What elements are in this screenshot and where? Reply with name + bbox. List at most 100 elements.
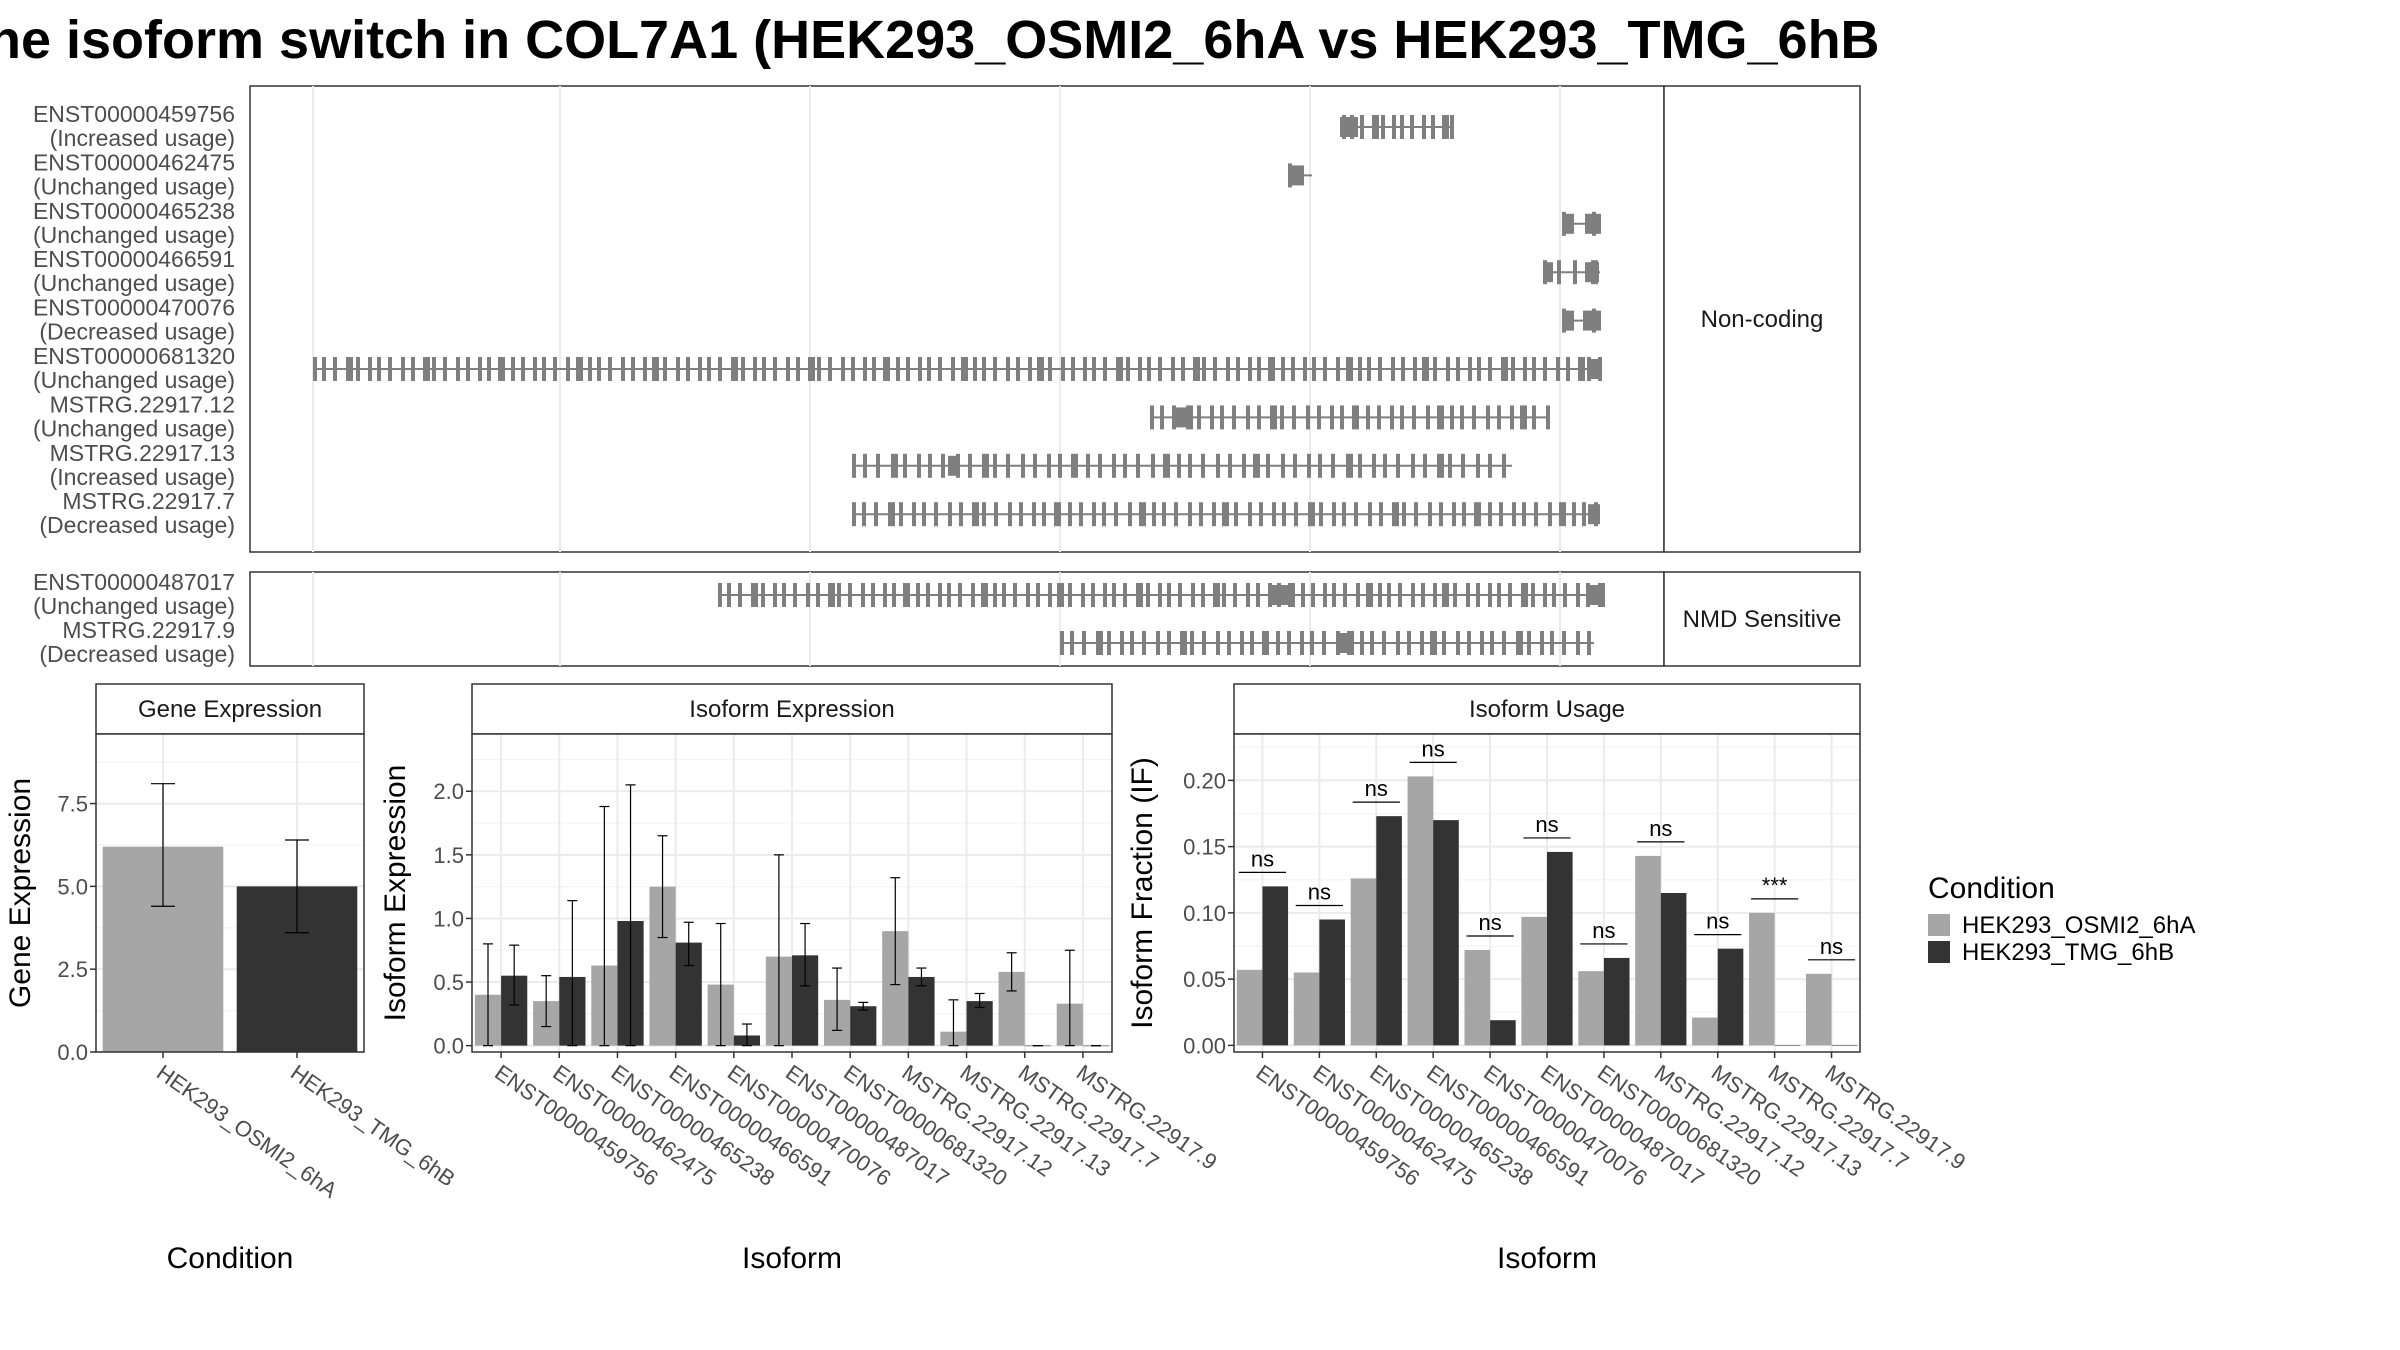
- transcript-ENST00000487017-exon: [1201, 583, 1205, 607]
- transcript-ENST00000681320-exon: [1281, 357, 1285, 381]
- y-tick-label: 0.00: [1183, 1033, 1226, 1058]
- transcript-ENST00000487017-exon: [1068, 583, 1072, 607]
- transcript-MSTRG.22917.7-exon: [888, 502, 895, 527]
- transcript-MSTRG.22917.7-exon: [1212, 502, 1216, 527]
- transcript-MSTRG.22917.9-exon: [1527, 631, 1531, 655]
- transcript-ENST00000681320-exon: [377, 357, 381, 381]
- transcript-ENST00000681320-exon: [643, 357, 647, 381]
- transcript-MSTRG.22917.12-exon: [1400, 405, 1404, 430]
- transcript-ENST00000487017-exon: [1543, 583, 1547, 607]
- transcript-ENST00000487017-exon: [1270, 585, 1292, 605]
- transcript-MSTRG.22917.13-exon: [1188, 453, 1192, 478]
- transcript-ENST00000681320-exon: [1016, 357, 1020, 381]
- bar-HEK293_TMG_6hB-ENST00000466591: [1433, 820, 1459, 1046]
- significance-label: ns: [1535, 812, 1558, 837]
- transcript-ENST00000681320-exon: [1193, 357, 1200, 381]
- transcript-MSTRG.22917.7-exon: [1042, 502, 1046, 527]
- transcript-ENST00000681320-exon: [676, 357, 680, 381]
- bar-HEK293_TMG_6hB-MSTRG.22917.7: [1774, 1045, 1801, 1046]
- transcript-MSTRG.22917.7-exon: [1188, 502, 1192, 527]
- transcript-ENST00000487017-exon: [751, 583, 758, 607]
- transcript-MSTRG.22917.12-exon: [1330, 405, 1334, 430]
- transcript-ENST00000466591-exon: [1543, 262, 1553, 283]
- transcript-ENST00000466591-exon: [1557, 260, 1561, 285]
- transcript-MSTRG.22917.12-exon: [1160, 405, 1164, 430]
- transcript-MSTRG.22917.12-exon: [1175, 407, 1187, 428]
- transcript-MSTRG.22917.13-exon: [1163, 453, 1170, 478]
- transcript-ENST00000487017-exon: [1421, 583, 1425, 607]
- transcript-MSTRG.22917.9-exon: [1287, 631, 1291, 655]
- transcript-ENST00000681320-exon: [841, 357, 845, 381]
- transcript-ENST00000487017-exon: [1433, 583, 1437, 607]
- transcript-MSTRG.22917.13-exon: [1086, 453, 1090, 478]
- significance-label: ns: [1422, 736, 1445, 761]
- transcript-ENST00000459756-exon: [1410, 115, 1414, 139]
- transcript-MSTRG.22917.7-exon: [1499, 502, 1503, 527]
- transcript-ENST00000487017-exon: [993, 583, 997, 607]
- transcript-MSTRG.22917.13-exon: [1253, 453, 1260, 478]
- transcript-ENST00000487017-exon: [1002, 583, 1006, 607]
- transcript-MSTRG.22917.13-exon: [1177, 453, 1181, 478]
- transcript-MSTRG.22917.13-exon: [1098, 453, 1102, 478]
- transcript-MSTRG.22917.13-exon: [968, 453, 972, 478]
- transcript-ENST00000487017-exon: [828, 583, 835, 607]
- isoform-id-label: MSTRG.22917.9: [62, 617, 235, 643]
- transcript-MSTRG.22917.7-exon: [1222, 502, 1229, 527]
- transcript-ENST00000487017-exon: [981, 583, 988, 607]
- transcript-ENST00000487017-exon: [971, 583, 975, 607]
- y-tick-label: 2.5: [57, 957, 88, 982]
- transcript-ENST00000487017-exon: [1112, 583, 1116, 607]
- chart-strip: [471, 683, 1113, 735]
- transcript-MSTRG.22917.7-exon: [1248, 502, 1252, 527]
- transcript-MSTRG.22917.13-exon: [1488, 453, 1492, 478]
- transcript-MSTRG.22917.13-exon: [1346, 453, 1353, 478]
- transcript-MSTRG.22917.13-exon: [1461, 453, 1465, 478]
- transcript-ENST00000681320-exon: [1346, 357, 1353, 381]
- transcript-MSTRG.22917.12-exon: [1426, 405, 1430, 430]
- bar-HEK293_OSMI2_6hA-ENST00000681320: [1578, 971, 1604, 1046]
- isoform-id-label: ENST00000487017: [33, 569, 235, 595]
- transcript-ENST00000487017-exon: [1191, 583, 1195, 607]
- transcript-ENST00000487017-exon: [883, 583, 887, 607]
- isoform-status-label: (Unchanged usage): [33, 593, 235, 619]
- transcript-MSTRG.22917.13-exon: [941, 453, 945, 478]
- transcript-MSTRG.22917.13-exon: [1411, 453, 1415, 478]
- transcript-ENST00000487017-exon: [1048, 583, 1052, 607]
- transcript-MSTRG.22917.7-exon: [994, 502, 998, 527]
- transcript-ENST00000681320-exon: [1468, 357, 1472, 381]
- transcript-ENST00000487017-exon: [1178, 583, 1182, 607]
- transcript-ENST00000681320-exon: [1248, 357, 1252, 381]
- isoform-id-label: ENST00000465238: [33, 198, 235, 224]
- transcript-ENST00000487017-exon: [1366, 583, 1373, 607]
- transcript-ENST00000681320-exon: [1147, 357, 1151, 381]
- transcript-ENST00000487017-exon: [1488, 583, 1492, 607]
- transcript-ENST00000487017-exon: [816, 583, 820, 607]
- chart-title: Gene Expression: [138, 696, 322, 723]
- transcript-MSTRG.22917.9-exon: [1540, 631, 1544, 655]
- significance-label: ns: [1592, 918, 1615, 943]
- bar-HEK293_OSMI2_6hA-ENST00000465238: [1350, 878, 1377, 1046]
- y-tick-label: 1.0: [433, 906, 464, 931]
- bar-HEK293_TMG_6hB-MSTRG.22917.9: [1831, 1045, 1858, 1046]
- transcript-MSTRG.22917.12-exon: [1232, 405, 1236, 430]
- transcript-MSTRG.22917.13-exon: [1112, 453, 1116, 478]
- bar-HEK293_OSMI2_6hA-ENST00000470076: [1464, 949, 1491, 1046]
- transcript-ENST00000487017-exon: [1256, 583, 1260, 607]
- significance-label: ns: [1478, 910, 1501, 935]
- transcript-ENST00000681320-exon: [608, 357, 612, 381]
- transcript-MSTRG.22917.9-exon: [1120, 631, 1124, 655]
- transcript-ENST00000681320-exon: [553, 357, 557, 381]
- transcript-MSTRG.22917.9-exon: [1382, 631, 1386, 655]
- y-tick-label: 0.05: [1183, 967, 1226, 992]
- transcript-ENST00000487017-exon: [1013, 583, 1017, 607]
- bar-HEK293_TMG_6hB-ENST00000487017: [1547, 851, 1573, 1046]
- transcript-ENST00000681320-exon: [1006, 357, 1010, 381]
- transcript-MSTRG.22917.7-exon: [1588, 504, 1600, 525]
- bar-HEK293_OSMI2_6hA-MSTRG.22917.12: [1635, 855, 1661, 1046]
- transcript-MSTRG.22917.7-exon: [1068, 502, 1072, 527]
- transcript-MSTRG.22917.9-exon: [1550, 631, 1554, 655]
- transcript-MSTRG.22917.7-exon: [1354, 502, 1358, 527]
- chart-strip: [95, 683, 365, 735]
- chart-1: Isoform Expression0.00.51.01.52.0ENST000…: [379, 683, 1222, 1275]
- isoform-status-label: (Decreased usage): [39, 512, 235, 538]
